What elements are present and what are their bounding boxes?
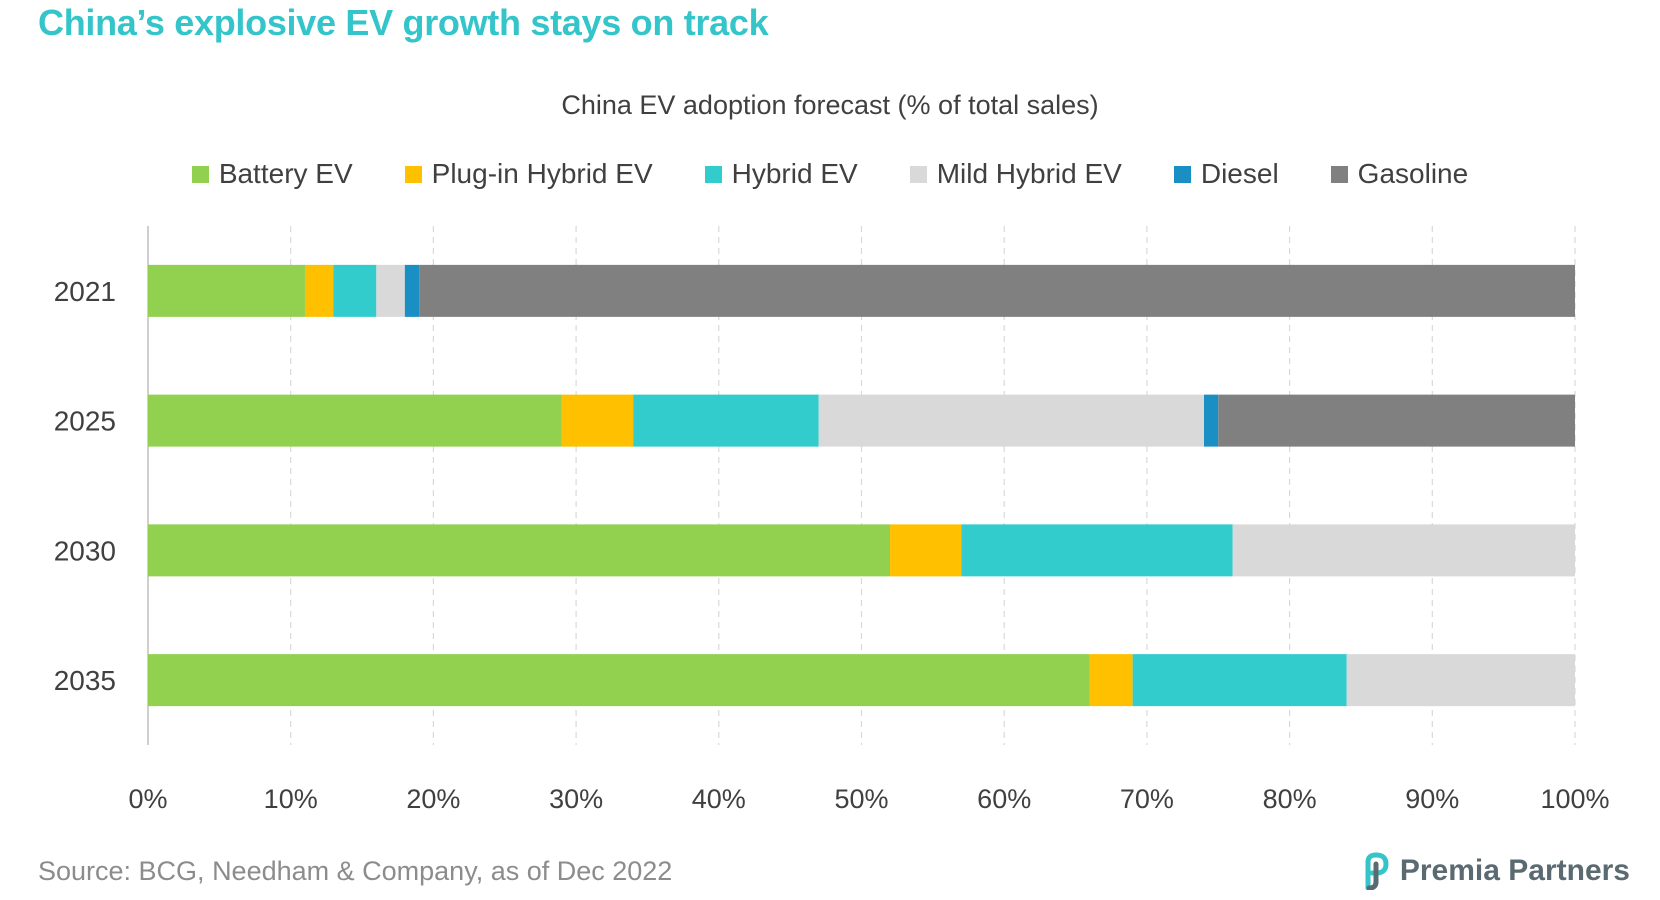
x-tick-label: 70% — [1120, 784, 1174, 814]
bar-segment — [818, 394, 1204, 447]
legend-swatch — [191, 165, 209, 183]
category-label: 2030 — [54, 535, 116, 566]
bar-segment — [148, 264, 305, 317]
x-tick-label: 10% — [264, 784, 318, 814]
bar-segment — [1218, 394, 1575, 447]
legend: Battery EV Plug-in Hybrid EV Hybrid EV M… — [0, 158, 1660, 190]
legend-item-hybrid-ev: Hybrid EV — [704, 158, 858, 190]
bar-segment — [890, 524, 962, 577]
x-tick-label: 80% — [1263, 784, 1317, 814]
bar-segment — [404, 264, 420, 317]
legend-swatch — [704, 165, 722, 183]
brand-name: Premia Partners — [1399, 854, 1630, 887]
legend-swatch — [1330, 165, 1348, 183]
bar-segment — [561, 394, 634, 447]
legend-swatch — [1173, 165, 1191, 183]
bar-segment — [633, 394, 819, 447]
legend-label: Diesel — [1200, 158, 1279, 189]
legend-label: Gasoline — [1357, 158, 1469, 189]
bar-segment — [1203, 394, 1219, 447]
bar-segment — [304, 264, 334, 317]
bar-segment — [419, 264, 1575, 317]
bar-segment — [148, 654, 1090, 707]
bar-segment — [1089, 654, 1133, 707]
x-tick-label: 60% — [977, 784, 1031, 814]
chart-title: China EV adoption forecast (% of total s… — [561, 90, 1099, 120]
bar-segment — [1346, 654, 1575, 707]
x-tick-label: 30% — [549, 784, 603, 814]
bar-segment — [376, 264, 405, 317]
x-tick-label: 0% — [128, 784, 167, 814]
legend-label: Hybrid EV — [731, 158, 858, 189]
legend-item-battery-ev: Battery EV — [191, 158, 353, 190]
bar-segment — [333, 264, 377, 317]
bar-segment — [148, 394, 562, 447]
legend-label: Mild Hybrid EV — [936, 158, 1122, 189]
premia-logo-icon — [1365, 852, 1389, 890]
category-label: 2025 — [54, 406, 116, 437]
source-note: Source: BCG, Needham & Company, as of De… — [38, 856, 673, 886]
x-tick-label: 100% — [1540, 784, 1609, 814]
legend-item-mild-hybrid-ev: Mild Hybrid EV — [909, 158, 1122, 190]
legend-label: Battery EV — [218, 158, 353, 189]
legend-swatch — [404, 165, 422, 183]
x-tick-label: 50% — [834, 784, 888, 814]
stacked-bar-chart: 0% 10% 20% 30% 40% 50% 60% 70% 80% 90% 100% 2021 202… — [54, 226, 1610, 814]
legend-item-plugin-hybrid-ev: Plug-in Hybrid EV — [404, 158, 653, 190]
bar-segment — [148, 524, 891, 577]
category-label: 2035 — [54, 665, 116, 696]
x-tick-label: 20% — [406, 784, 460, 814]
headline: China’s explosive EV growth stays on tra… — [38, 2, 769, 43]
legend-item-diesel: Diesel — [1173, 158, 1279, 190]
legend-item-gasoline: Gasoline — [1330, 158, 1469, 190]
legend-swatch — [909, 165, 927, 183]
bar-segment — [1232, 524, 1575, 577]
category-label: 2021 — [54, 276, 116, 307]
x-tick-label: 40% — [692, 784, 746, 814]
brand-logo: Premia Partners — [1360, 852, 1630, 890]
legend-label: Plug-in Hybrid EV — [431, 158, 653, 189]
x-tick-label: 90% — [1405, 784, 1459, 814]
bar-segment — [961, 524, 1233, 577]
bar-segment — [1132, 654, 1347, 707]
